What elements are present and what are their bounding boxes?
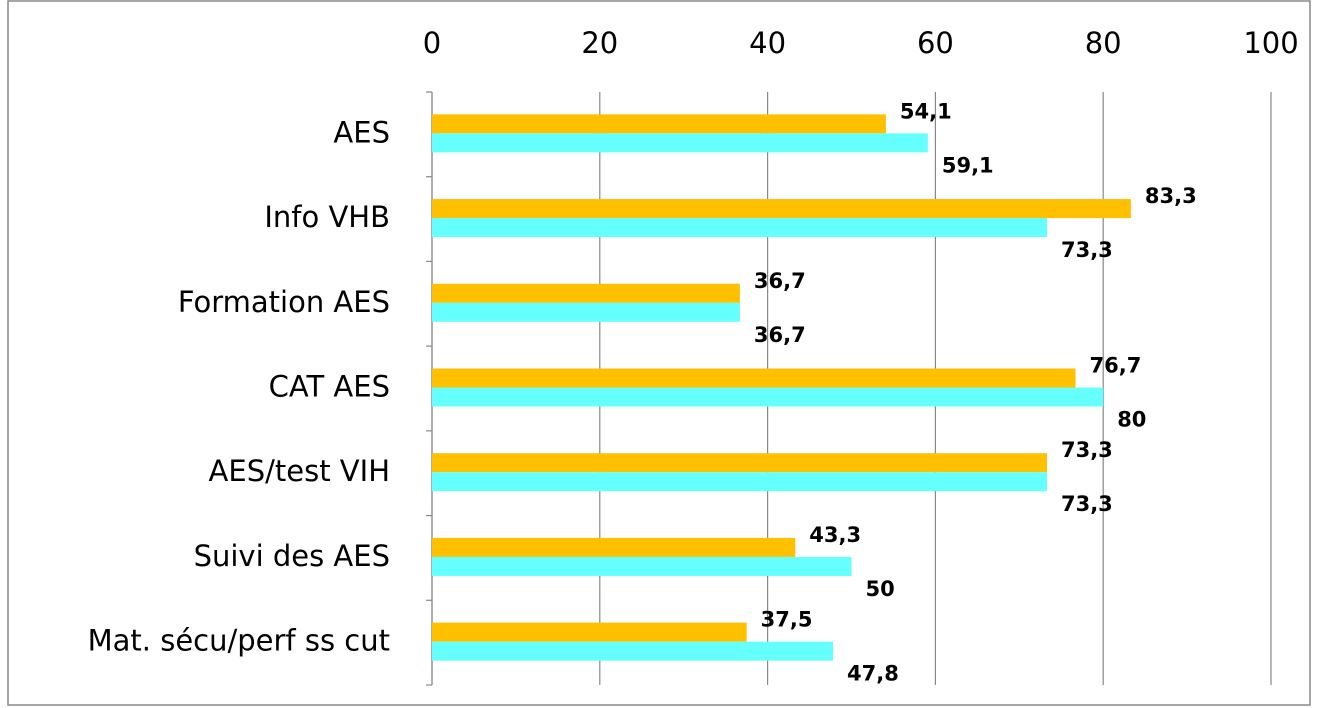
data-label: 80	[1117, 408, 1146, 432]
x-tick-label: 0	[423, 26, 441, 60]
data-label: 43,3	[809, 523, 861, 547]
category-label: CAT AES	[269, 370, 390, 404]
category-label: Mat. sécu/perf ss cut	[88, 624, 390, 658]
data-label: 36,7	[754, 269, 806, 293]
data-label: 59,1	[942, 153, 994, 177]
bar	[432, 472, 1047, 492]
bar	[432, 218, 1047, 238]
x-tick-label: 80	[1085, 26, 1122, 60]
bar	[432, 133, 928, 153]
bar	[432, 556, 852, 576]
bar	[432, 199, 1131, 219]
bar	[432, 453, 1047, 473]
category-label: AES	[333, 115, 390, 149]
data-label: 73,3	[1061, 238, 1113, 262]
data-label: 36,7	[754, 323, 806, 347]
data-label: 73,3	[1061, 492, 1113, 516]
category-label: Suivi des AES	[194, 539, 390, 573]
bar	[432, 368, 1076, 388]
category-label: Info VHB	[264, 200, 390, 234]
x-tick-label: 60	[917, 26, 954, 60]
data-label: 37,5	[761, 608, 813, 632]
bar	[432, 302, 740, 322]
bar	[432, 622, 747, 642]
bar	[432, 283, 740, 303]
data-label: 76,7	[1090, 354, 1142, 378]
data-label: 73,3	[1061, 438, 1113, 462]
category-label: AES/test VIH	[209, 454, 390, 488]
data-label: 47,8	[847, 662, 899, 686]
bar	[432, 387, 1104, 407]
x-tick-label: 40	[749, 26, 786, 60]
data-label: 83,3	[1145, 184, 1197, 208]
data-label: 50	[866, 577, 895, 601]
data-label: 54,1	[900, 99, 952, 123]
bar	[432, 537, 796, 557]
bar	[432, 114, 886, 134]
category-label: Formation AES	[178, 285, 390, 319]
x-tick-label: 100	[1243, 26, 1298, 60]
x-tick-label: 20	[581, 26, 618, 60]
bar	[432, 641, 834, 661]
